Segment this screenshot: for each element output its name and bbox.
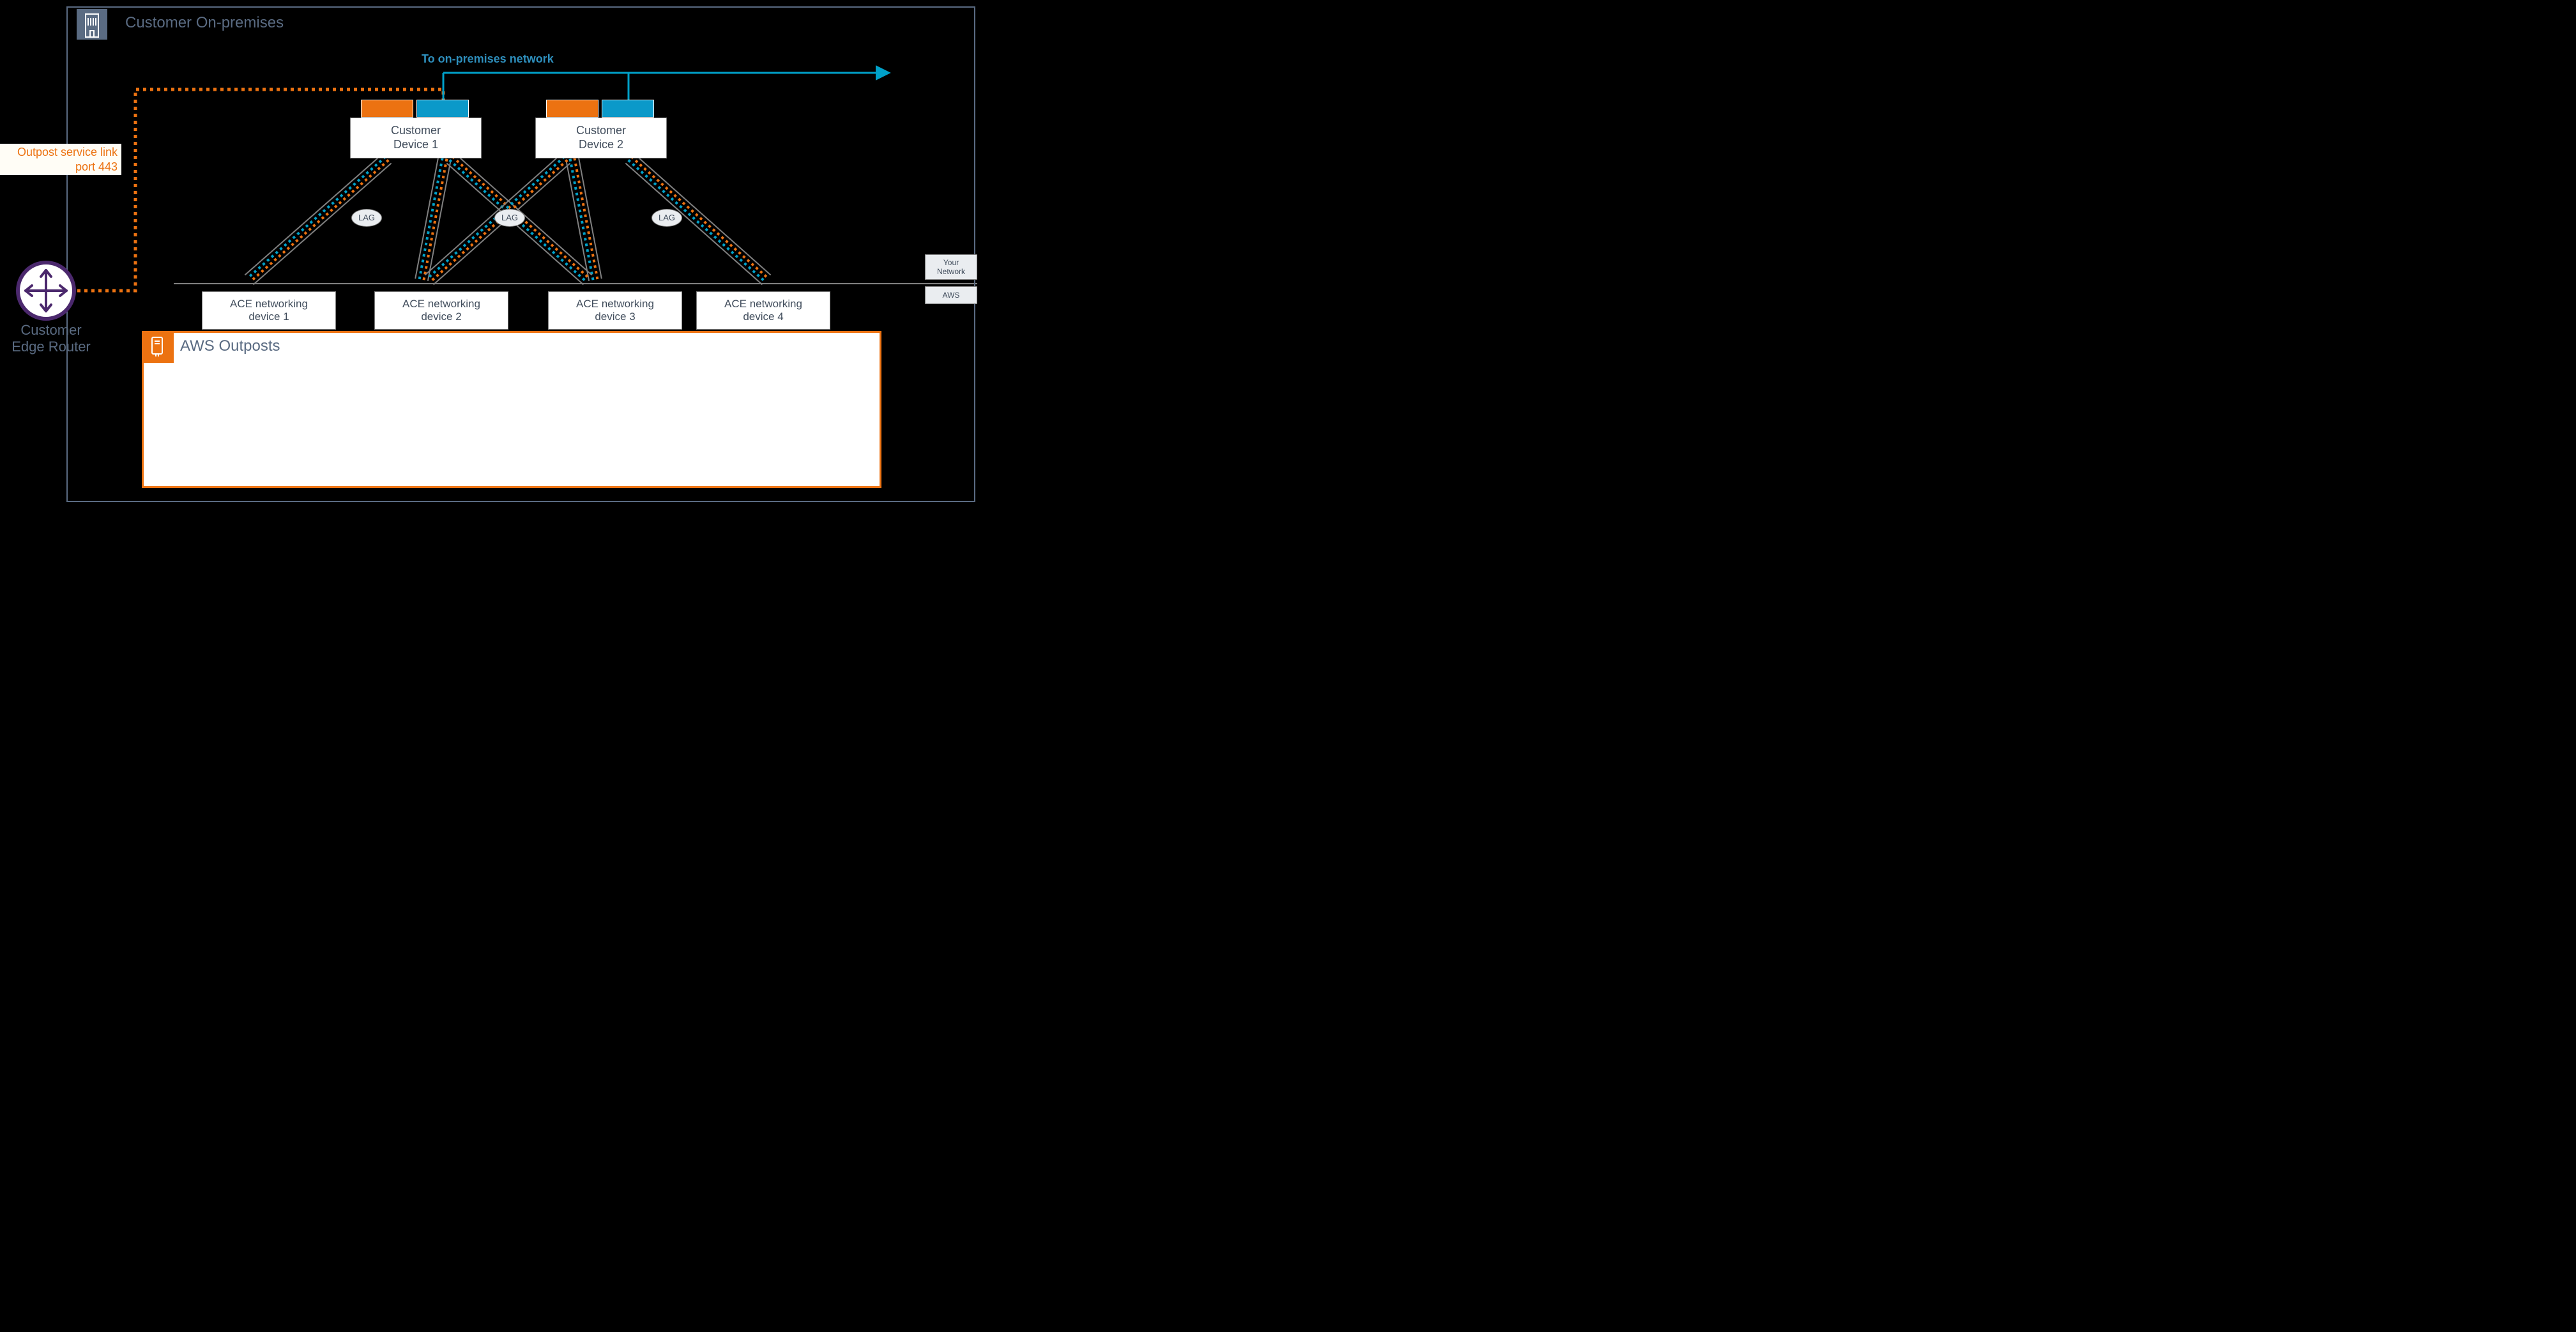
ace-device-4: ACE networking device 4 [696,291,830,330]
outposts-text: AWS Outposts [180,337,280,355]
outposts-icon [142,331,174,366]
ace2-b: device 2 [375,310,508,323]
ace-device-1: ACE networking device 1 [202,291,336,330]
port-2-orange [546,100,598,118]
port-1-orange [361,100,413,118]
aws-text: AWS [943,291,960,300]
ace4-b: device 4 [697,310,830,323]
lag-badge-1: LAG [351,209,382,227]
lag2-text: LAG [501,213,518,222]
on-premises-label: Customer On-premises [125,14,284,32]
diagram-root: Customer On-premises Outpost service lin… [0,0,981,507]
service-link-line2: port 443 [75,160,118,173]
on-premises-text: Customer On-premises [125,14,284,31]
ace1-b: device 1 [202,310,335,323]
cd2-line2: Device 2 [536,138,666,152]
cd2-line1: Customer [536,124,666,138]
service-link-label: Outpost service link port 443 [0,144,121,175]
ace4-a: ACE networking [697,298,830,310]
lag-badge-2: LAG [494,209,525,227]
ace-device-3: ACE networking device 3 [548,291,682,330]
customer-device-1: Customer Device 1 [350,118,482,158]
router-text-2: Edge Router [11,339,91,355]
to-network-text: To on-premises network [422,52,554,65]
to-network-label: To on-premises network [422,52,554,66]
aws-label: AWS [925,286,977,304]
ace2-a: ACE networking [375,298,508,310]
yn-1: Your [926,258,977,267]
lag1-text: LAG [358,213,375,222]
router-text-1: Customer [20,322,81,338]
ace1-a: ACE networking [202,298,335,310]
router-label: Customer Edge Router [0,322,102,356]
building-icon [77,9,107,43]
customer-device-2: Customer Device 2 [535,118,667,158]
ace3-b: device 3 [549,310,682,323]
cd1-line1: Customer [351,124,481,138]
outposts-label: AWS Outposts [180,337,280,355]
yn-2: Network [926,267,977,276]
cd1-line2: Device 1 [351,138,481,152]
router-icon [14,259,78,323]
lag3-text: LAG [659,213,675,222]
port-2-blue [602,100,654,118]
port-1-blue [416,100,469,118]
ace3-a: ACE networking [549,298,682,310]
service-link-line1: Outpost service link [17,146,118,158]
lag-badge-3: LAG [652,209,682,227]
ace-device-2: ACE networking device 2 [374,291,508,330]
your-network-label: Your Network [925,254,977,280]
